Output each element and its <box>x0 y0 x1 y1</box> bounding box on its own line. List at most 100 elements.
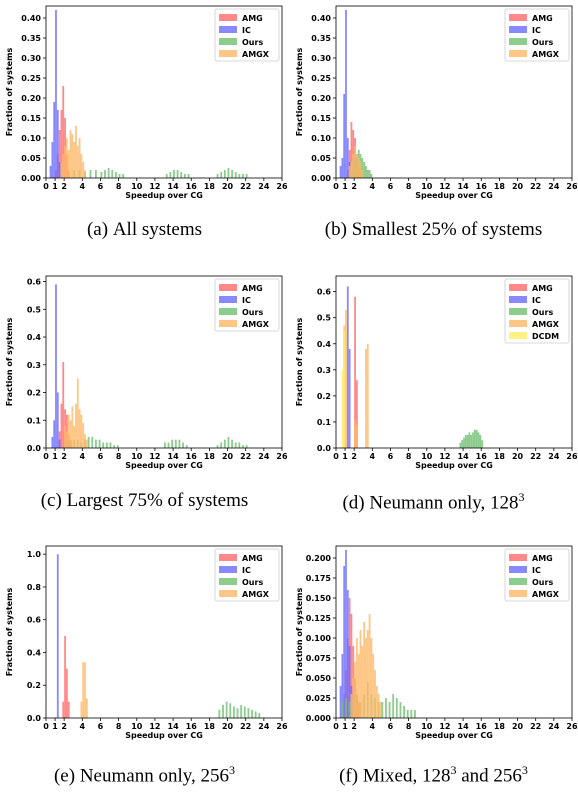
bar-amgx <box>365 638 367 718</box>
x-tick-label: 2 <box>351 182 357 191</box>
y-tick-label: 0.200 <box>306 554 332 563</box>
bar-ic <box>343 566 346 718</box>
x-tick-label: 1 <box>52 722 58 731</box>
legend-label-amg: AMG <box>242 14 263 23</box>
bar-ours <box>95 170 97 178</box>
y-tick-label: 0.00 <box>311 174 331 183</box>
x-axis-label: Speedup over CG <box>415 191 493 200</box>
legend-label-ic: IC <box>242 566 251 575</box>
x-tick-label: 14 <box>458 182 470 191</box>
bar-ic <box>345 10 347 178</box>
bar-ic <box>56 554 59 718</box>
x-tick-label: 20 <box>222 722 234 731</box>
caption-a-text: All systems <box>112 219 203 240</box>
x-tick-label: 6 <box>388 182 394 191</box>
x-axis-label: Speedup over CG <box>125 731 203 740</box>
caption-f-text2: and 256 <box>456 765 522 787</box>
x-tick-label: 10 <box>131 452 143 461</box>
legend-box <box>504 8 570 62</box>
bar-amg <box>62 701 65 718</box>
y-axis-label: Fraction of systems <box>5 318 14 407</box>
y-tick-label: 0.25 <box>21 74 41 83</box>
bar-ours <box>341 702 344 718</box>
bar-ours <box>98 439 101 448</box>
x-tick-label: 16 <box>476 452 488 461</box>
bar-ours <box>165 174 168 178</box>
bar-ours <box>223 170 226 178</box>
plot-frame <box>335 545 573 719</box>
bar-ours <box>229 703 232 718</box>
x-tick-label: 2 <box>351 452 357 461</box>
bar-amgx <box>67 414 70 448</box>
bar-amgx <box>359 162 362 178</box>
bar-ic <box>343 94 346 178</box>
legend-label-ours: Ours <box>532 308 553 317</box>
legend-label-ic: IC <box>532 26 541 35</box>
bar-amgx <box>65 138 68 178</box>
y-tick-label: 0.8 <box>27 583 42 592</box>
x-tick-label: 10 <box>421 452 433 461</box>
bar-ic <box>53 102 56 178</box>
chart-panel-b: 0.00 0.05 0.10 0.15 0.20 0.25 0.30 0.35 0.40 0 1 2 4… <box>294 2 578 207</box>
y-tick-label: 0.5 <box>317 314 332 323</box>
bar-ours <box>218 709 221 718</box>
bar-ours <box>477 432 480 448</box>
bar-ours <box>113 445 115 448</box>
caption-d-text: Neumann only, 128 <box>369 492 519 514</box>
x-tick-label: 0 <box>333 722 339 731</box>
bar-ic <box>58 162 61 178</box>
bar-amgx <box>64 425 66 448</box>
y-tick-label: 0.100 <box>306 634 332 643</box>
chart-panel-f: 0.000 0.025 0.050 0.075 0.100 0.125 0.150 0.175… <box>294 542 578 747</box>
bar-ours <box>174 439 177 448</box>
bar-ours <box>169 172 172 178</box>
legend-swatch-ic <box>219 296 237 303</box>
bar-ours <box>118 174 121 178</box>
y-tick-label: 0.125 <box>306 614 332 623</box>
bar-amgx <box>374 670 376 718</box>
bar-amgx <box>354 146 356 178</box>
x-tick-label: 20 <box>222 452 234 461</box>
legend-label-ours: Ours <box>242 578 263 587</box>
y-tick-label: 0.3 <box>317 366 331 375</box>
bar-ic <box>56 110 59 178</box>
x-tick-label: 2 <box>61 722 67 731</box>
legend-swatch-ours <box>509 38 527 45</box>
x-tick-label: 10 <box>421 722 433 731</box>
y-tick-label: 0.40 <box>21 14 41 23</box>
x-tick-label: 22 <box>240 722 251 731</box>
legend-label-amg: AMG <box>532 14 553 23</box>
chart-f: 0.000 0.025 0.050 0.075 0.100 0.125 0.150 0.175… <box>295 545 578 740</box>
bar-ours <box>403 706 405 718</box>
caption-d-sup: 3 <box>518 490 525 504</box>
x-tick-label: 16 <box>186 182 198 191</box>
bar-amgx <box>361 170 364 178</box>
bar-ours <box>247 708 250 718</box>
legend-swatch-amgx <box>509 50 527 57</box>
bar-ours <box>363 162 366 178</box>
bar-ours <box>242 445 244 448</box>
x-tick-label: 12 <box>439 452 450 461</box>
bar-amg <box>60 110 63 178</box>
bar-amgx <box>75 403 77 448</box>
x-tick-label: 6 <box>388 722 394 731</box>
x-tick-label: 6 <box>98 452 104 461</box>
x-tick-label: 12 <box>149 182 160 191</box>
bar-amgx <box>372 654 375 718</box>
bar-ic <box>339 166 342 178</box>
legend-label-ic: IC <box>242 26 251 35</box>
legend-label-amgx: AMGX <box>532 590 560 599</box>
x-axis-label: Speedup over CG <box>125 191 203 200</box>
legend-swatch-ours <box>219 308 237 315</box>
caption-e-sup: 3 <box>229 763 235 777</box>
bar-amgx <box>370 638 373 718</box>
bar-ours <box>183 174 186 178</box>
bar-amgx <box>365 348 367 448</box>
x-tick-label: 4 <box>370 722 376 731</box>
bar-ic <box>49 166 52 178</box>
bar-ours <box>392 694 395 718</box>
y-tick-label: 0.25 <box>311 74 331 83</box>
legend-swatch-ic <box>219 26 237 33</box>
bar-ours <box>111 170 114 178</box>
bar-amg <box>67 701 70 718</box>
